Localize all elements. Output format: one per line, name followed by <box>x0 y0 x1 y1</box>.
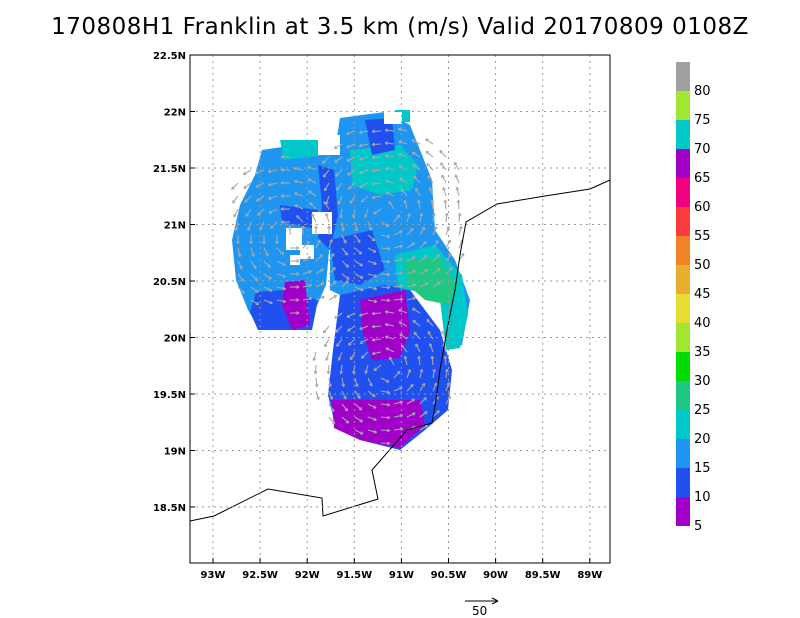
latitude-axis: 22.5N 22N 21.5N 21N 20.5N 20N 19.5N 19N 18.5N <box>153 51 186 514</box>
lat-tick-label: 22N <box>164 108 186 119</box>
lon-tick-label: 90.5W <box>431 570 467 581</box>
colorbar-label: 30 <box>694 374 711 389</box>
colorbar-label: 75 <box>694 113 711 128</box>
colorbar-swatch <box>676 265 690 294</box>
wind-vector-field <box>231 127 465 446</box>
colorbar-swatch <box>676 178 690 207</box>
colorbar-label: 15 <box>694 461 711 476</box>
colorbar-label: 35 <box>694 345 711 360</box>
colorbar-swatch <box>676 294 690 323</box>
colorbar-swatch <box>676 207 690 236</box>
map-frame <box>189 54 611 564</box>
graticule <box>190 54 610 563</box>
reference-vector: 50 <box>465 597 499 618</box>
colorbar-swatch <box>676 439 690 468</box>
lat-tick-label: 22.5N <box>153 51 186 62</box>
colorbar-label: 25 <box>694 403 711 418</box>
lat-tick-label: 18.5N <box>153 503 186 514</box>
colorbar-swatch <box>676 410 690 439</box>
colorbar-label: 55 <box>694 229 711 244</box>
lat-tick-label: 20.5N <box>153 277 186 288</box>
lon-tick-label: 91.5W <box>336 570 372 581</box>
colorbar-label: 80 <box>694 84 711 99</box>
longitude-axis: 93W 92.5W 92W 91.5W 91W 90.5W 90W 89.5W 89W <box>201 570 603 581</box>
coastline <box>189 179 611 522</box>
colorbar-label: 5 <box>694 519 702 534</box>
lon-tick-label: 92W <box>295 570 320 581</box>
map-title: 170808H1 Franklin at 3.5 km (m/s) Valid … <box>51 14 749 40</box>
lon-tick-label: 89W <box>577 570 602 581</box>
colorbar-label: 20 <box>694 432 711 447</box>
colorbar-swatch <box>676 323 690 352</box>
lat-tick-label: 21N <box>164 221 186 232</box>
wind-speed-field <box>232 110 470 450</box>
lon-tick-label: 92.5W <box>242 570 278 581</box>
colorbar-swatch <box>676 62 690 91</box>
lon-tick-label: 93W <box>201 570 226 581</box>
colorbar-label: 65 <box>694 171 711 186</box>
colorbar-label: 40 <box>694 316 711 331</box>
colorbar-swatch <box>676 497 690 526</box>
colorbar-label: 50 <box>694 258 711 273</box>
colorbar-swatch <box>676 120 690 149</box>
wind-speed-colorbar: 80 75 70 65 60 55 50 45 40 35 30 25 20 15 10 5 <box>676 62 711 534</box>
lat-tick-label: 19N <box>164 447 186 458</box>
lat-tick-label: 21.5N <box>153 164 186 175</box>
reference-vector-label: 50 <box>472 604 487 618</box>
colorbar-swatch <box>676 236 690 265</box>
colorbar-swatch <box>676 149 690 178</box>
lat-tick-label: 19.5N <box>153 390 186 401</box>
colorbar-swatch <box>676 381 690 410</box>
lat-tick-label: 20N <box>164 334 186 345</box>
colorbar-swatch <box>676 91 690 120</box>
colorbar-label: 45 <box>694 287 711 302</box>
colorbar-label: 60 <box>694 200 711 215</box>
colorbar-label: 70 <box>694 142 711 157</box>
colorbar-swatch <box>676 468 690 497</box>
colorbar-swatch <box>676 352 690 381</box>
lon-tick-label: 91W <box>389 570 414 581</box>
lon-tick-label: 90W <box>483 570 508 581</box>
colorbar-label: 10 <box>694 490 711 505</box>
lon-tick-label: 89.5W <box>525 570 561 581</box>
